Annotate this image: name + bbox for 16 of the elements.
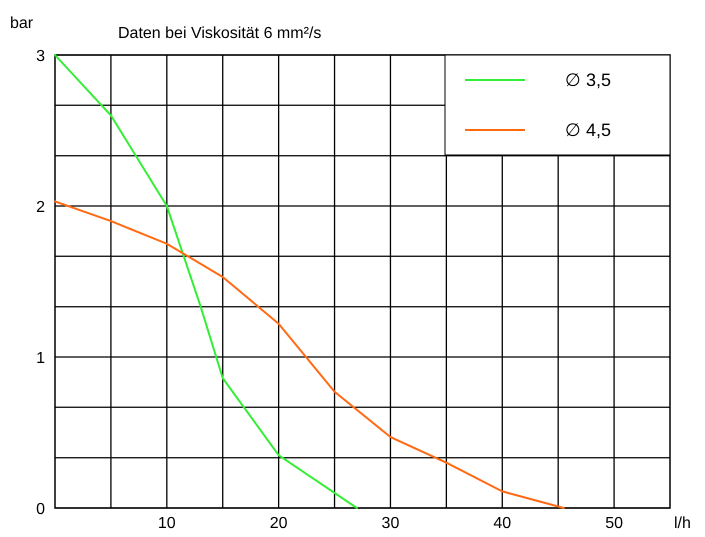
y-tick-label: 3 xyxy=(36,48,46,65)
y-tick-label: 2 xyxy=(36,199,46,216)
x-tick-label: 20 xyxy=(270,515,288,532)
line-series xyxy=(54,54,358,509)
x-tick-label: 50 xyxy=(605,515,624,532)
line-series xyxy=(54,200,565,509)
x-tick-label: 40 xyxy=(493,515,512,532)
y-axis-title: bar xyxy=(10,15,34,32)
y-tick-label: 0 xyxy=(36,501,46,518)
y-tick-label: 1 xyxy=(36,350,46,367)
x-tick-label: 30 xyxy=(382,515,400,532)
chart-title: Daten bei Viskosität 6 mm²/s xyxy=(118,25,322,42)
legend-label: ∅ 4,5 xyxy=(565,120,612,140)
legend-label: ∅ 3,5 xyxy=(565,70,612,90)
x-tick-label: 10 xyxy=(158,515,176,532)
x-axis-title: l/h xyxy=(674,515,691,532)
